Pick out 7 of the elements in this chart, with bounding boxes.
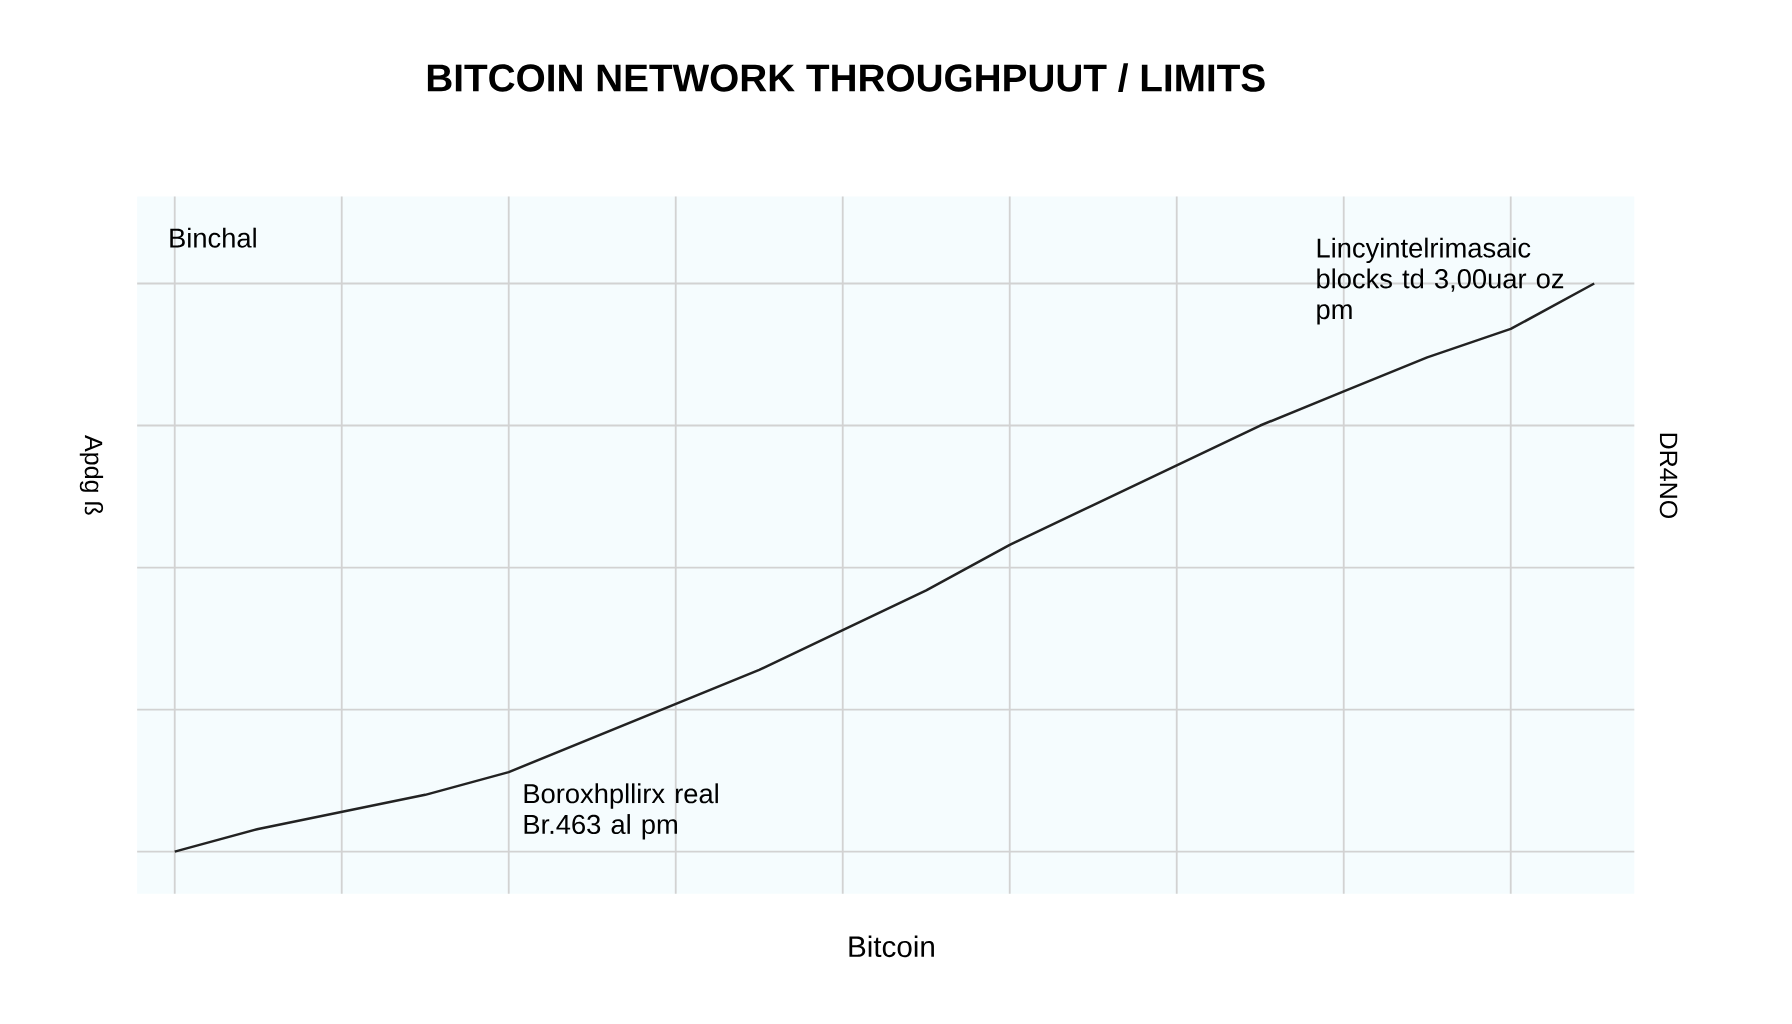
- y2-axis-title: DR4NO: [1659, 433, 1678, 519]
- x-axis-title: Bitcoin: [849, 935, 934, 958]
- text: Binchal: [170, 227, 256, 248]
- y-axis-title: Apdg ß: [79, 435, 104, 515]
- annotation: Lincyintelrimasaic blocks td 3,00uar oz pm: [1317, 237, 1564, 325]
- chart-title: BITCOIN NETWORK THROUGHPUUT / LIMITS: [427, 63, 1265, 93]
- annotation: Boroxhpllirx real Br.463 al pm: [524, 783, 718, 840]
